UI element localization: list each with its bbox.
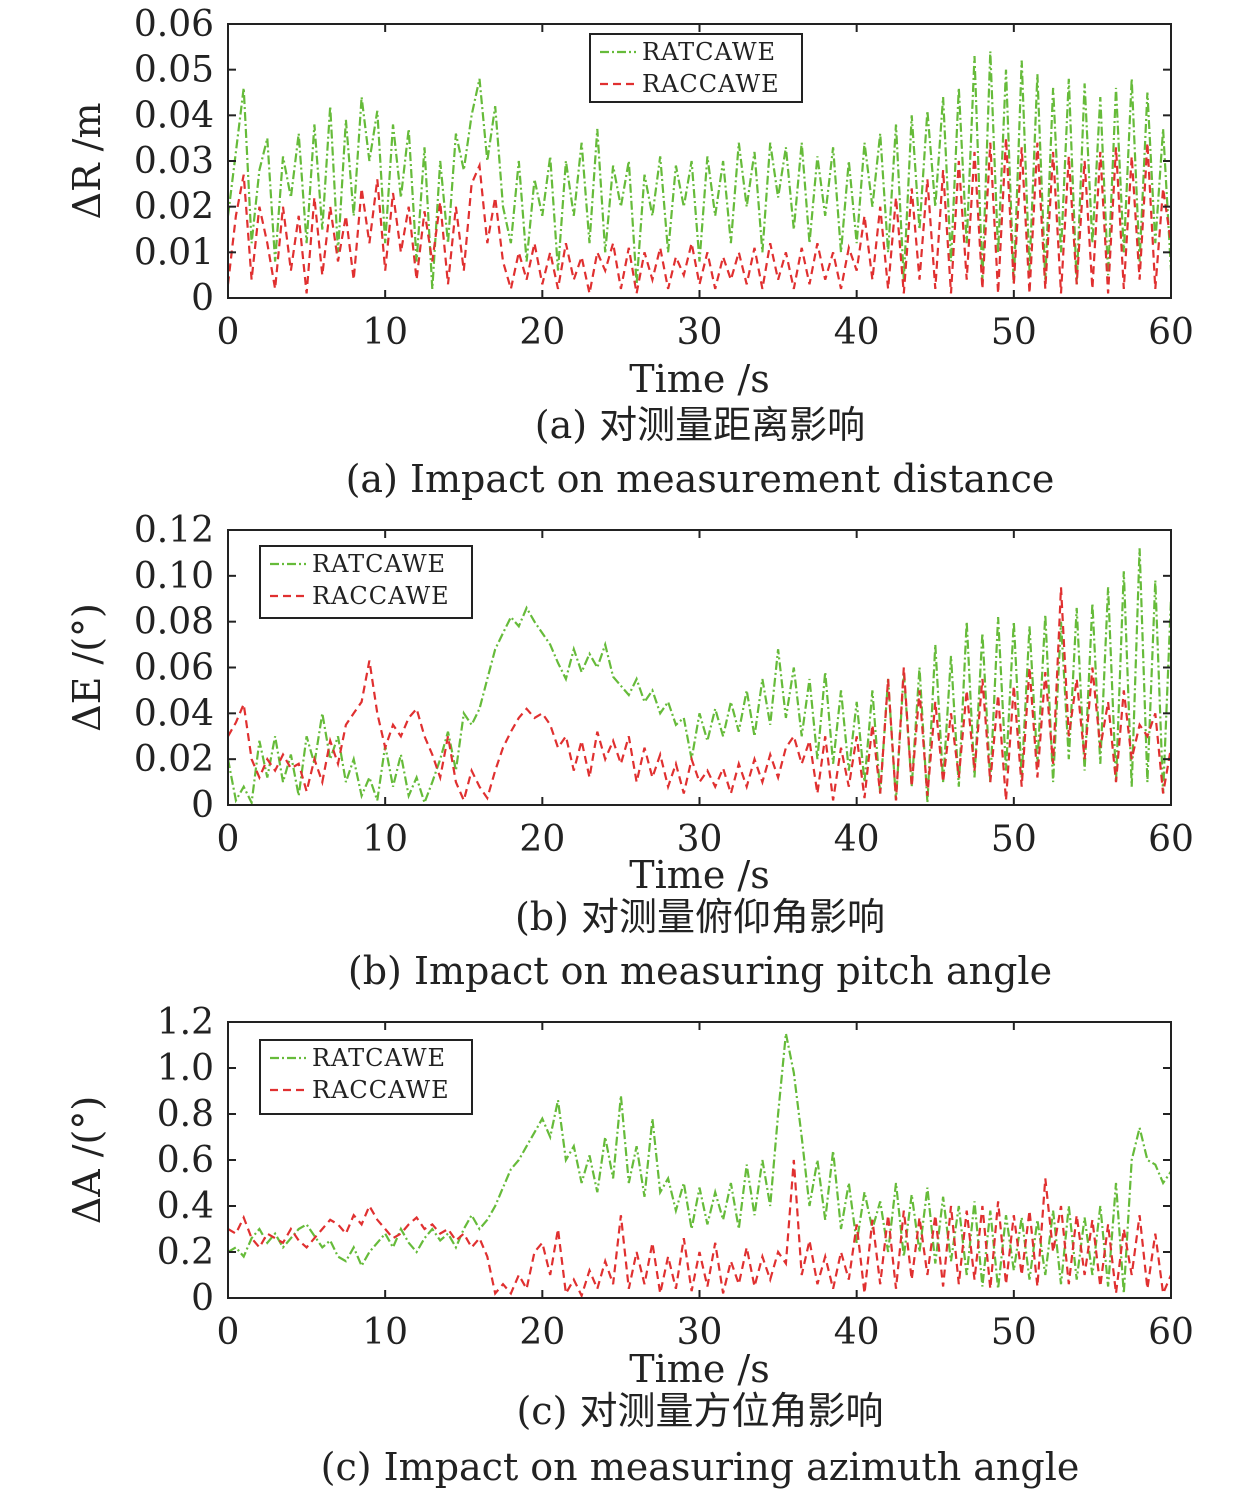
- x-tick-label: 0: [217, 312, 240, 353]
- x-tick-label: 10: [362, 819, 408, 860]
- y-tick-label: 0.04: [134, 693, 214, 734]
- y-tick-label: 0.05: [134, 50, 214, 91]
- series-line-raccawe: [228, 587, 1171, 804]
- series-line-raccawe: [228, 138, 1171, 294]
- x-tick-label: 30: [677, 312, 723, 353]
- y-tick-label: 0.4: [157, 1186, 214, 1227]
- y-tick-label: 0.2: [157, 1232, 214, 1273]
- x-tick-label: 40: [834, 819, 880, 860]
- x-tick-label: 60: [1148, 819, 1194, 860]
- legend-box: [259, 1039, 473, 1115]
- legend-label-ratcawe: RATCAWE: [312, 550, 446, 578]
- x-tick-label: 0: [217, 1312, 240, 1353]
- caption-cn: (c) 对测量方位角影响: [516, 1389, 883, 1433]
- y-tick-label: 0.12: [134, 510, 214, 551]
- x-tick-label: 50: [991, 1312, 1037, 1353]
- legend: RATCAWE RACCAWE: [259, 545, 473, 619]
- x-tick-label: 60: [1148, 1312, 1194, 1353]
- x-axis-label: Time /s: [629, 853, 769, 897]
- caption-cn: (a) 对测量距离影响: [535, 403, 865, 447]
- caption-cn: (b) 对测量俯仰角影响: [515, 895, 885, 939]
- y-tick-label: 0.06: [134, 648, 214, 689]
- caption-en: (c) Impact on measuring azimuth angle: [321, 1445, 1080, 1489]
- y-axis-label: ΔA /(°): [65, 1096, 109, 1224]
- legend-label-raccawe: RACCAWE: [312, 1076, 450, 1104]
- y-axis-label: ΔR /m: [65, 103, 109, 220]
- x-tick-label: 10: [362, 312, 408, 353]
- caption-en: (b) Impact on measuring pitch angle: [348, 949, 1052, 993]
- chart-panel-1: 0 10 20 30 40 50 6000.020.040.060.080.100.12Ti…: [65, 510, 1194, 993]
- legend: RATCAWE RACCAWE: [589, 33, 803, 103]
- y-tick-label: 0: [191, 785, 214, 826]
- x-tick-label: 10: [362, 1312, 408, 1353]
- y-tick-label: 1.0: [157, 1048, 214, 1089]
- x-tick-label: 50: [991, 312, 1037, 353]
- x-axis-label: Time /s: [629, 357, 769, 401]
- y-tick-label: 0.08: [134, 602, 214, 643]
- y-tick-label: 0: [191, 1278, 214, 1319]
- y-tick-label: 0.6: [157, 1140, 214, 1181]
- y-tick-label: 0: [191, 278, 214, 319]
- x-tick-label: 50: [991, 819, 1037, 860]
- legend-box: [589, 33, 803, 103]
- y-tick-label: 0.04: [134, 95, 214, 136]
- legend-label-raccawe: RACCAWE: [642, 70, 780, 98]
- x-tick-label: 40: [834, 1312, 880, 1353]
- x-axis-label: Time /s: [629, 1347, 769, 1391]
- legend-label-ratcawe: RATCAWE: [642, 38, 776, 66]
- x-tick-label: 30: [677, 1312, 723, 1353]
- x-tick-label: 20: [519, 312, 565, 353]
- series-line-ratcawe: [228, 51, 1171, 289]
- x-tick-label: 60: [1148, 312, 1194, 353]
- y-axis-label: ΔE /(°): [65, 603, 109, 732]
- y-tick-label: 0.02: [134, 739, 214, 780]
- y-tick-label: 0.8: [157, 1094, 214, 1135]
- x-tick-label: 40: [834, 312, 880, 353]
- x-tick-label: 20: [519, 819, 565, 860]
- y-tick-label: 0.10: [134, 556, 214, 597]
- caption-en: (a) Impact on measurement distance: [346, 457, 1055, 501]
- legend: RATCAWE RACCAWE: [259, 1039, 473, 1115]
- legend-label-raccawe: RACCAWE: [312, 582, 450, 610]
- x-tick-label: 20: [519, 1312, 565, 1353]
- chart-panel-0: 0 10 20 30 40 50 6000.010.020.030.040.050.06Ti…: [65, 4, 1194, 501]
- y-tick-label: 0.06: [134, 4, 214, 45]
- y-tick-label: 1.2: [157, 1002, 214, 1043]
- y-tick-label: 0.03: [134, 141, 214, 182]
- series-line-ratcawe: [228, 1033, 1171, 1294]
- legend-label-ratcawe: RATCAWE: [312, 1044, 446, 1072]
- x-tick-label: 0: [217, 819, 240, 860]
- y-tick-label: 0.02: [134, 187, 214, 228]
- y-tick-label: 0.01: [134, 232, 214, 273]
- legend-box: [259, 545, 473, 619]
- x-tick-label: 30: [677, 819, 723, 860]
- series-line-raccawe: [228, 1159, 1171, 1298]
